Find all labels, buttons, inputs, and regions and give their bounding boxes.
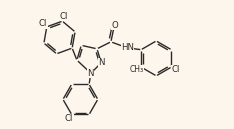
Text: Cl: Cl [39, 19, 47, 28]
Text: Cl: Cl [172, 65, 180, 74]
Text: Cl: Cl [65, 115, 73, 123]
Text: N: N [98, 58, 105, 67]
Text: CH₃: CH₃ [130, 65, 144, 74]
Text: N: N [88, 69, 94, 78]
Text: Cl: Cl [59, 12, 67, 21]
Text: O: O [111, 21, 118, 30]
Text: HN: HN [121, 43, 134, 53]
